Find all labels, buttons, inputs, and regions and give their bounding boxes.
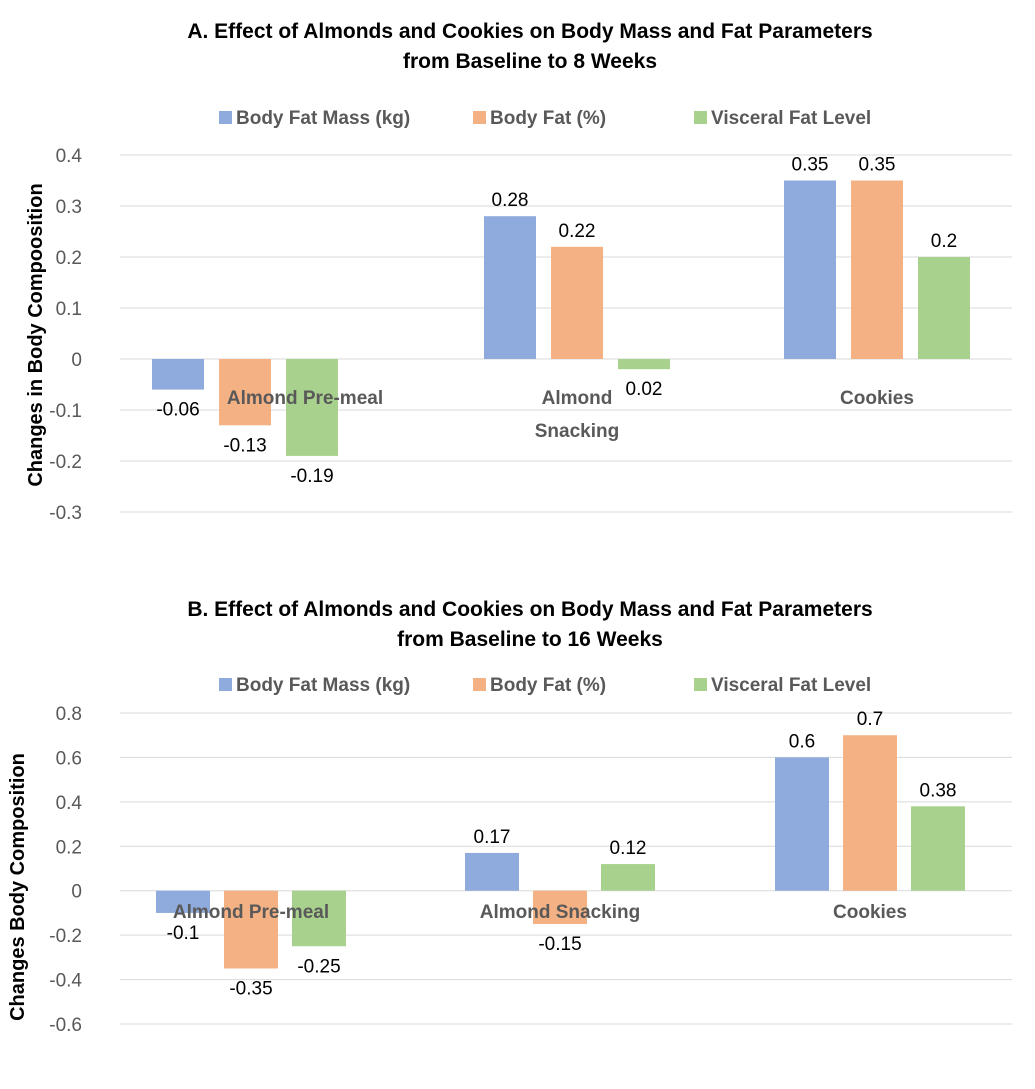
data-label: 0.2 xyxy=(931,231,957,252)
category-label: Almond Pre-meal xyxy=(227,388,383,409)
y-tick-label: 0 xyxy=(71,350,82,371)
legend-swatch-body-fat-pct xyxy=(473,678,486,691)
bar xyxy=(286,359,338,456)
chart-a-title-line-2: from Baseline to 8 Weeks xyxy=(403,50,657,73)
chart-b: B. Effect of Almonds and Cookies on Body… xyxy=(7,598,1012,1036)
legend-label-body-fat-pct: Body Fat (%) xyxy=(490,108,606,129)
y-tick-label: 0.1 xyxy=(56,299,82,320)
data-label: 0.38 xyxy=(920,780,957,801)
category-label: Almond xyxy=(542,388,613,409)
legend-swatch-body-fat-mass xyxy=(219,111,232,124)
y-tick-label: -0.4 xyxy=(49,971,82,992)
bar xyxy=(484,216,536,359)
bar xyxy=(465,852,519,891)
bar xyxy=(918,257,970,359)
chart-a-y-axis-title: Changes in Body Compoosition xyxy=(25,183,47,486)
legend-label-body-fat-mass: Body Fat Mass (kg) xyxy=(236,108,410,129)
bar xyxy=(533,890,587,925)
data-label: 0.35 xyxy=(859,155,896,176)
y-tick-label: -0.1 xyxy=(49,401,82,422)
category-label: Cookies xyxy=(833,902,907,923)
data-label: -0.35 xyxy=(229,978,272,999)
legend-swatch-body-fat-mass xyxy=(219,678,232,691)
y-tick-label: 0.4 xyxy=(56,146,83,167)
y-tick-label: 0.3 xyxy=(56,197,82,218)
bar xyxy=(843,735,897,891)
legend-swatch-visceral-fat xyxy=(694,111,707,124)
bar xyxy=(224,890,278,969)
bar xyxy=(152,359,204,390)
bar xyxy=(784,180,836,359)
category-label: Almond Snacking xyxy=(480,902,640,923)
data-label: -0.13 xyxy=(223,435,266,456)
legend-label-visceral-fat: Visceral Fat Level xyxy=(711,108,871,129)
chart-b-y-axis-title: Changes Body Composition xyxy=(7,753,29,1021)
y-tick-label: 0.2 xyxy=(56,837,82,858)
chart-a-legend: Body Fat Mass (kg) Body Fat (%) Visceral… xyxy=(219,108,871,129)
bar xyxy=(775,757,829,891)
chart-a-plot: 0.4 0.3 0.2 0.1 0 -0.1 -0.2 -0.3 -0.06 0.28 0.35 -0… xyxy=(49,146,1012,524)
data-label: -0.1 xyxy=(167,923,200,944)
data-label: 0.7 xyxy=(857,709,883,730)
legend-label-body-fat-mass: Body Fat Mass (kg) xyxy=(236,675,410,696)
chart-b-legend: Body Fat Mass (kg) Body Fat (%) Visceral… xyxy=(219,675,871,696)
chart-a-title-line-1: A. Effect of Almonds and Cookies on Body… xyxy=(187,20,872,43)
category-label: Snacking xyxy=(535,421,619,442)
bar xyxy=(156,890,210,913)
y-tick-label: 0 xyxy=(71,882,82,903)
y-tick-label: -0.2 xyxy=(49,452,82,473)
y-tick-label: 0.6 xyxy=(56,748,82,769)
bar xyxy=(219,359,271,426)
chart-b-title-line-2: from Baseline to 16 Weeks xyxy=(397,628,663,651)
category-label: Cookies xyxy=(840,388,914,409)
data-label: 0.22 xyxy=(559,221,596,242)
category-label: Almond Pre-meal xyxy=(173,902,329,923)
legend-swatch-body-fat-pct xyxy=(473,111,486,124)
bar xyxy=(911,806,965,891)
legend-label-visceral-fat: Visceral Fat Level xyxy=(711,675,871,696)
data-label: 0.28 xyxy=(492,190,529,211)
bar xyxy=(601,864,655,891)
y-tick-label: -0.6 xyxy=(49,1015,82,1036)
data-label: 0.6 xyxy=(789,731,815,752)
chart-b-plot: 0.8 0.6 0.4 0.2 0 -0.2 -0.4 -0.6 -0.1 0.17 0.6 -0.3… xyxy=(49,704,1012,1036)
y-tick-label: 0.2 xyxy=(56,248,82,269)
y-tick-label: -0.2 xyxy=(49,926,82,947)
chart-a: A. Effect of Almonds and Cookies on Body… xyxy=(25,20,1012,524)
bar xyxy=(551,246,603,359)
y-tick-label: 0.8 xyxy=(56,704,82,725)
y-tick-label: -0.3 xyxy=(49,503,82,524)
data-label: 0.02 xyxy=(626,379,663,400)
bar xyxy=(618,359,670,370)
legend-swatch-visceral-fat xyxy=(694,678,707,691)
data-label: -0.06 xyxy=(156,400,199,421)
data-label: 0.12 xyxy=(610,838,647,859)
data-label: -0.15 xyxy=(538,934,581,955)
bar xyxy=(292,890,346,947)
data-label: 0.35 xyxy=(792,155,829,176)
data-label: -0.19 xyxy=(290,466,333,487)
data-label: -0.25 xyxy=(297,956,340,977)
legend-label-body-fat-pct: Body Fat (%) xyxy=(490,675,606,696)
bar xyxy=(851,180,903,359)
chart-b-title-line-1: B. Effect of Almonds and Cookies on Body… xyxy=(187,598,872,621)
data-label: 0.17 xyxy=(474,827,511,848)
y-tick-label: 0.4 xyxy=(56,793,83,814)
